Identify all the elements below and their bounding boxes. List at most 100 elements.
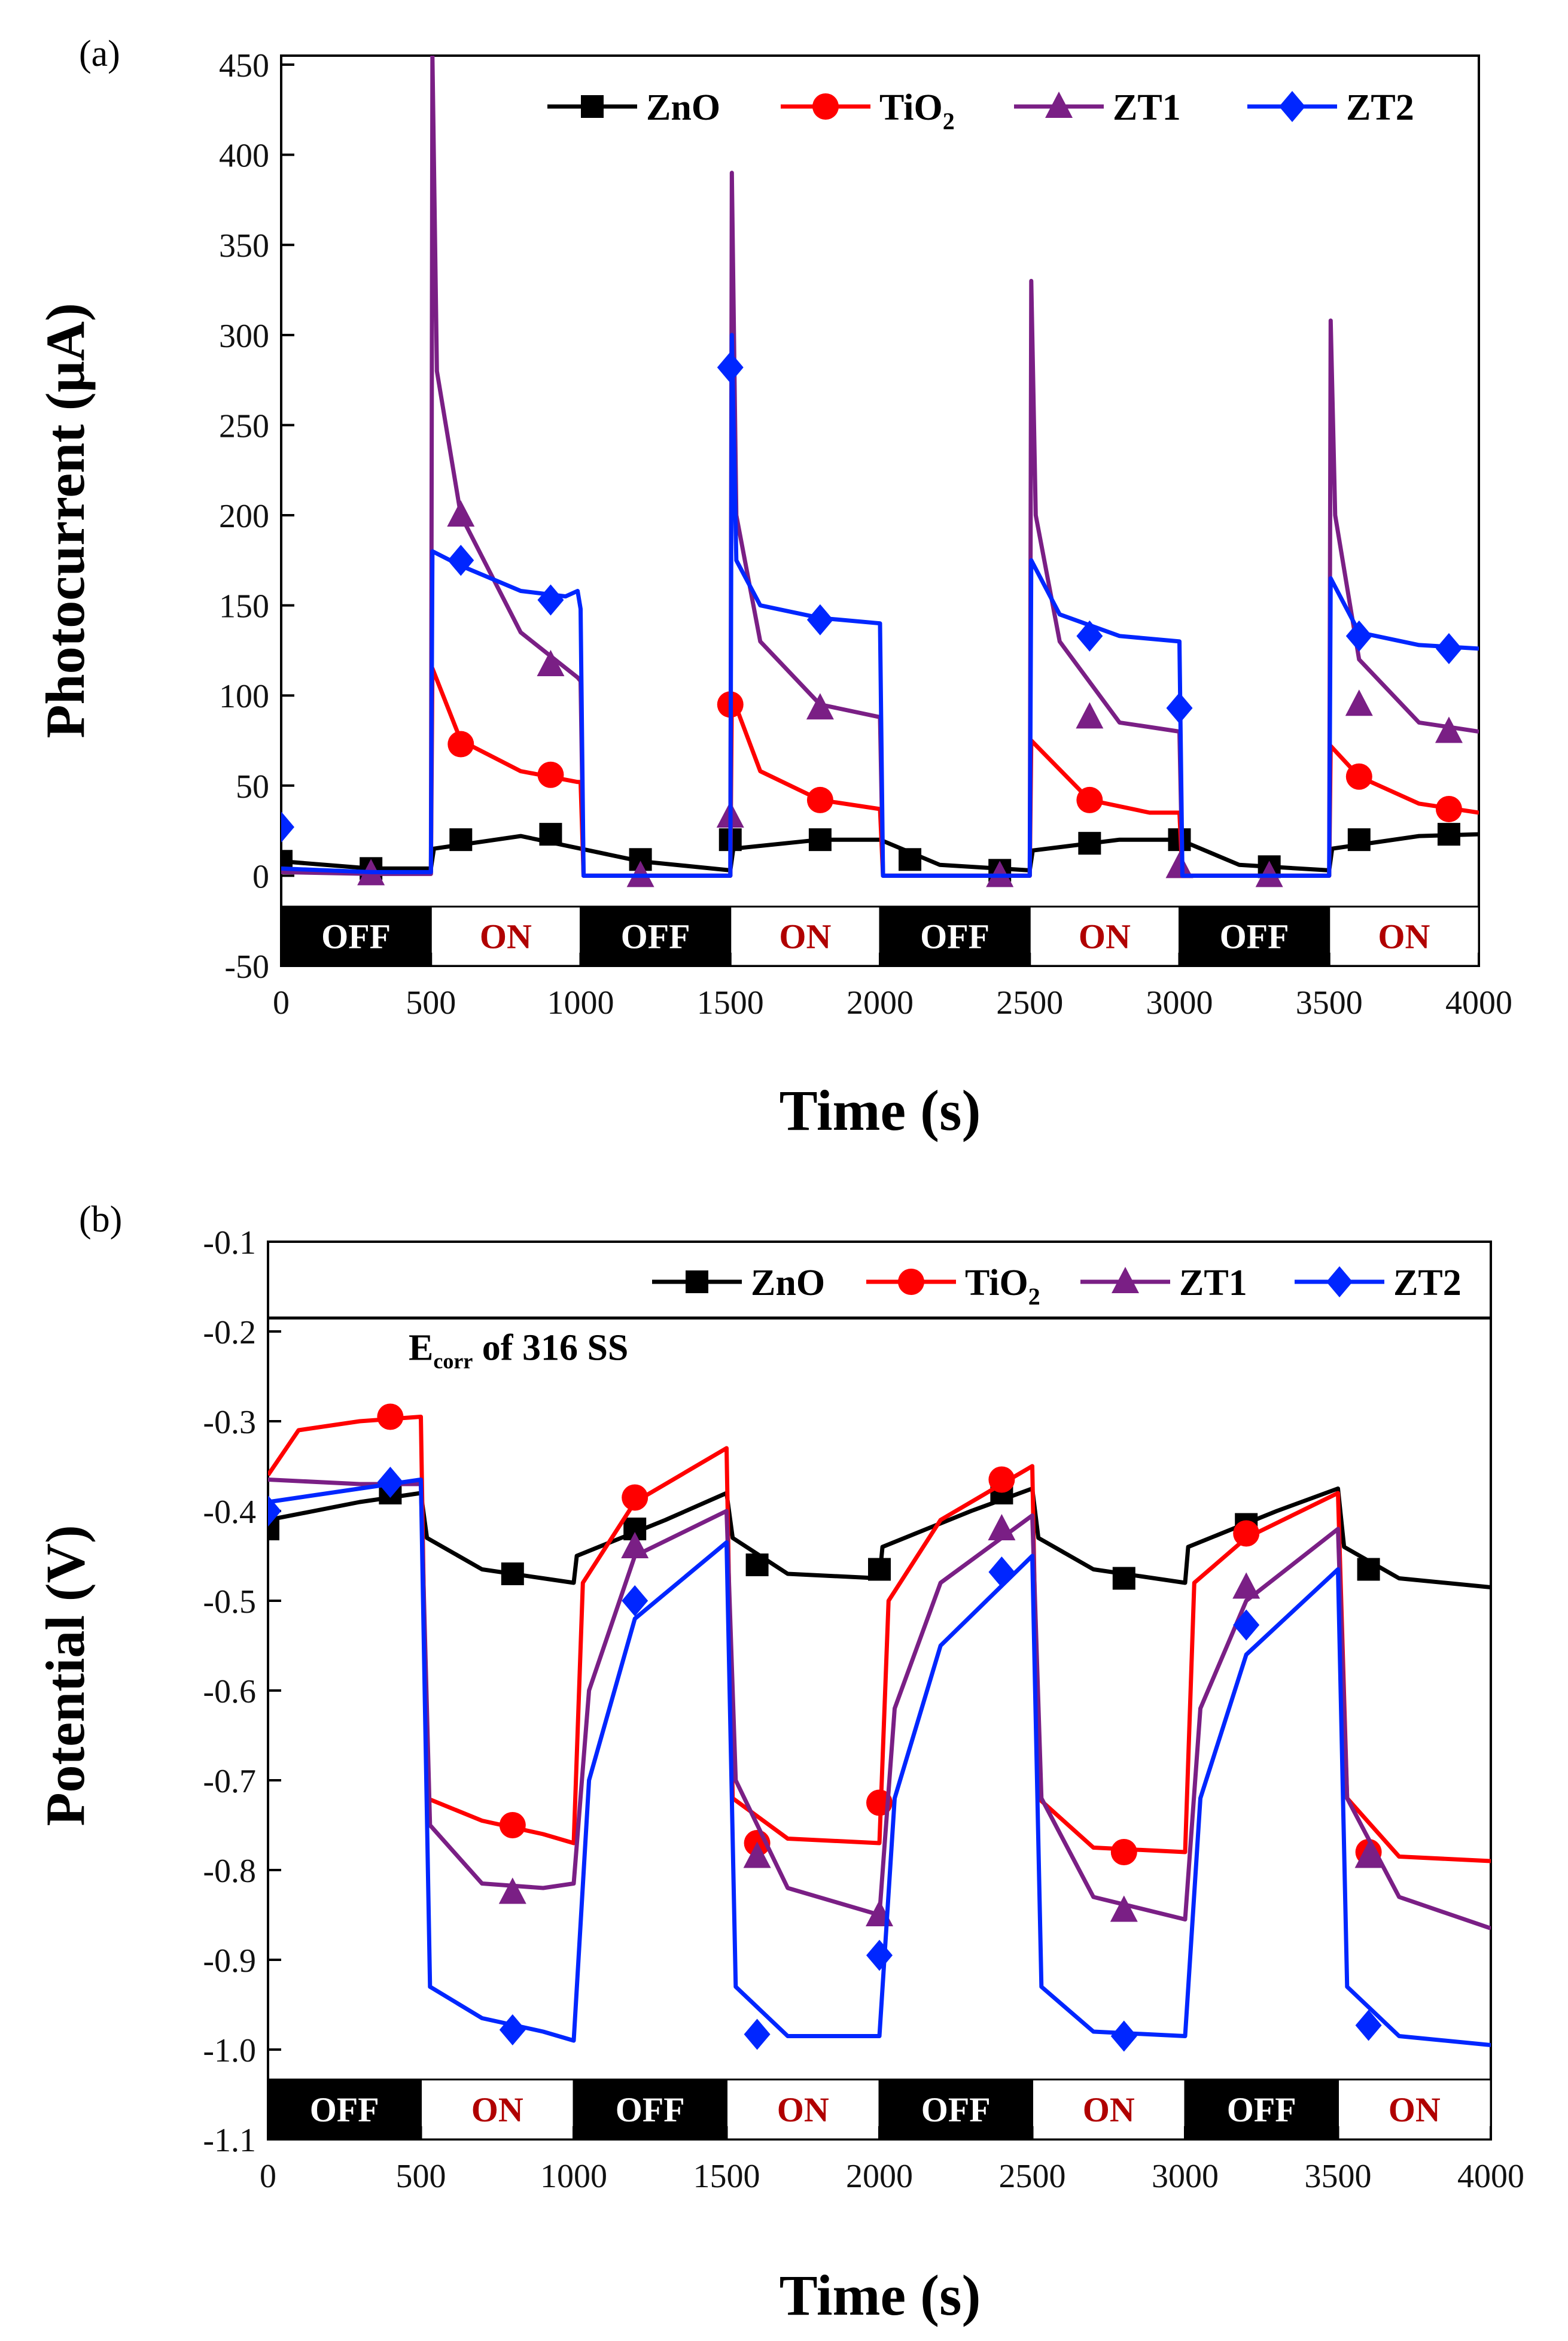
data-point-tio2 bbox=[537, 761, 564, 788]
off-band bbox=[879, 905, 1031, 967]
data-point-zt2 bbox=[806, 604, 833, 636]
data-point-tio2 bbox=[1435, 795, 1462, 822]
off-band-label: OFF bbox=[310, 2090, 379, 2129]
data-point-zt2 bbox=[1435, 633, 1462, 664]
data-point-zt2 bbox=[377, 1467, 404, 1498]
data-point-zno bbox=[1347, 828, 1371, 852]
data-point-zt2 bbox=[1110, 2020, 1137, 2052]
off-band-label: OFF bbox=[321, 917, 391, 956]
x-tick-label: 4000 bbox=[1445, 984, 1512, 1021]
y-tick-label: 200 bbox=[219, 498, 269, 535]
legend-marker-zt1 bbox=[1112, 1267, 1139, 1293]
off-band-label: OFF bbox=[616, 2090, 685, 2129]
x-axis-title-b: Time (s) bbox=[780, 2263, 981, 2327]
legend-label-text: ZT1 bbox=[1179, 1263, 1247, 1303]
y-tick-label: -50 bbox=[224, 948, 269, 986]
y-tick-label: 350 bbox=[219, 227, 269, 264]
data-point-tio2 bbox=[1110, 1839, 1137, 1865]
data-point-zno bbox=[1357, 1558, 1380, 1581]
data-point-zt1 bbox=[447, 500, 475, 527]
data-point-zt2 bbox=[866, 1939, 893, 1971]
on-band-label: ON bbox=[480, 917, 532, 956]
y-tick-label: -0.6 bbox=[203, 1673, 256, 1710]
data-point-zt1 bbox=[988, 1514, 1016, 1540]
data-point-zno bbox=[899, 848, 922, 871]
data-point-zt1 bbox=[621, 1532, 649, 1558]
legend-label-tio2: TiO2 bbox=[879, 87, 955, 135]
series-tio2 bbox=[268, 1403, 1491, 1865]
on-band-label: ON bbox=[779, 917, 831, 956]
x-tick-label: 2500 bbox=[999, 2158, 1066, 2195]
data-point-zno bbox=[808, 828, 832, 852]
legend-marker-zt1 bbox=[1045, 92, 1073, 118]
y-tick-label: 150 bbox=[219, 588, 269, 625]
data-point-zt2 bbox=[744, 2018, 771, 2050]
data-point-tio2 bbox=[1076, 786, 1103, 813]
x-tick-label: 3000 bbox=[1146, 984, 1213, 1021]
series-line-zt1 bbox=[268, 1477, 1491, 1930]
data-point-zt1 bbox=[1354, 1841, 1383, 1868]
on-band bbox=[1328, 905, 1480, 967]
data-point-tio2 bbox=[622, 1484, 648, 1511]
y-axis-title-b: Potential (V) bbox=[35, 1525, 96, 1826]
y-tick-label: -0.2 bbox=[203, 1314, 256, 1351]
y-tick-label: -1.0 bbox=[203, 2032, 256, 2069]
data-point-zt2 bbox=[268, 1495, 281, 1527]
series-zno bbox=[268, 1482, 1491, 1590]
x-tick-label: 2000 bbox=[846, 2158, 913, 2195]
data-point-tio2 bbox=[447, 731, 474, 758]
on-band-label: ON bbox=[471, 2090, 523, 2129]
on-band bbox=[1337, 2078, 1492, 2141]
y-axis-title-a: Photocurrent (μA) bbox=[35, 303, 96, 738]
y-tick-label: 450 bbox=[219, 47, 269, 84]
legend-label-text: ZT1 bbox=[1113, 87, 1181, 128]
data-point-zt1 bbox=[1345, 689, 1373, 716]
off-band bbox=[267, 2078, 422, 2141]
legend-label-zt1: ZT1 bbox=[1113, 87, 1181, 128]
data-point-zno bbox=[268, 1518, 279, 1540]
legend-marker-zt2 bbox=[1279, 91, 1305, 122]
data-point-zt2 bbox=[499, 2014, 526, 2045]
off-band-label: OFF bbox=[1220, 917, 1289, 956]
data-point-zt2 bbox=[1233, 1609, 1260, 1641]
y-tick-label: -0.8 bbox=[203, 1853, 256, 1890]
data-point-zt1 bbox=[537, 650, 565, 677]
y-tick-label: 300 bbox=[219, 318, 269, 355]
legend-label-text: TiO bbox=[879, 87, 943, 128]
on-band bbox=[430, 905, 581, 967]
data-point-zt2 bbox=[1076, 620, 1103, 652]
x-tick-label: 1500 bbox=[693, 2158, 760, 2195]
y-tick-label: 250 bbox=[219, 408, 269, 445]
legend-marker-tio2 bbox=[812, 93, 839, 120]
data-point-zno bbox=[745, 1553, 769, 1576]
ecorr-label-rest: of 316 SS bbox=[473, 1328, 628, 1369]
data-point-zt2 bbox=[447, 545, 474, 576]
on-band-label: ON bbox=[1083, 2090, 1135, 2129]
legend-label-zno: ZnO bbox=[751, 1263, 825, 1303]
legend-marker-zno bbox=[686, 1270, 708, 1293]
y-tick-label: 0 bbox=[252, 858, 269, 895]
x-tick-label: 4000 bbox=[1457, 2158, 1524, 2195]
on-band bbox=[726, 2078, 881, 2141]
data-point-zt1 bbox=[806, 693, 834, 720]
legend-label-tio2: TiO2 bbox=[965, 1263, 1040, 1310]
data-point-zno bbox=[1078, 832, 1101, 855]
x-tick-label: 0 bbox=[260, 2158, 276, 2195]
legend-marker-zno bbox=[581, 95, 604, 118]
data-point-zt1 bbox=[498, 1877, 526, 1904]
legend-label-text: ZT2 bbox=[1393, 1263, 1462, 1303]
data-point-zt1 bbox=[1435, 716, 1463, 743]
data-point-zno bbox=[868, 1558, 891, 1581]
y-tick-label: -0.9 bbox=[203, 1942, 256, 1980]
on-band bbox=[1031, 2078, 1186, 2141]
data-point-zt1 bbox=[743, 1841, 771, 1868]
data-point-tio2 bbox=[499, 1812, 526, 1838]
legend-marker-tio2 bbox=[898, 1269, 924, 1295]
data-point-zt2 bbox=[717, 352, 744, 384]
x-tick-label: 1000 bbox=[540, 2158, 607, 2195]
data-point-zno bbox=[1437, 823, 1460, 846]
data-point-zt2 bbox=[281, 811, 294, 843]
y-tick-label: -0.1 bbox=[203, 1224, 256, 1261]
chart-panel-a: (a) Photocurrent (μA) Time (s) OFF ON OFF O… bbox=[35, 34, 1512, 1142]
